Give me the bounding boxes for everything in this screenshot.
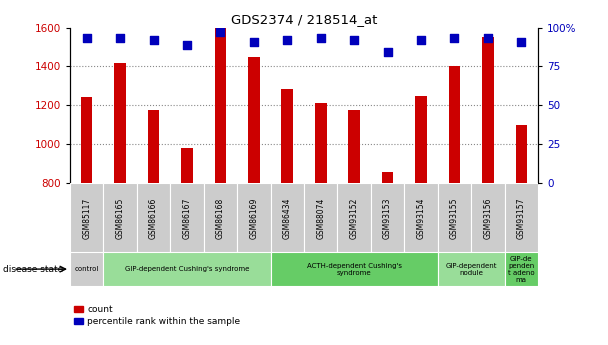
Text: GIP-dependent Cushing's syndrome: GIP-dependent Cushing's syndrome — [125, 266, 249, 272]
Bar — [170, 183, 204, 252]
Bar — [315, 103, 326, 183]
Bar — [137, 183, 170, 252]
Point — [182, 42, 192, 47]
Legend: count, percentile rank within the sample: count, percentile rank within the sample — [74, 305, 240, 326]
Text: GSM86168: GSM86168 — [216, 198, 225, 239]
Point — [517, 39, 527, 44]
Bar — [271, 252, 438, 286]
Bar — [438, 252, 505, 286]
Text: GSM86434: GSM86434 — [283, 198, 292, 239]
Bar — [70, 183, 103, 252]
Text: GSM93157: GSM93157 — [517, 198, 526, 239]
Bar — [181, 148, 193, 183]
Text: GIP-de
penden
t adeno
ma: GIP-de penden t adeno ma — [508, 256, 534, 283]
Text: control: control — [74, 266, 99, 272]
Point — [282, 37, 292, 43]
Bar — [304, 183, 337, 252]
Bar — [449, 66, 460, 183]
Bar — [371, 183, 404, 252]
Point — [249, 39, 259, 44]
Bar — [415, 97, 427, 183]
Text: GIP-dependent
nodule: GIP-dependent nodule — [446, 263, 497, 276]
Bar — [204, 183, 237, 252]
Point — [483, 36, 493, 41]
Bar — [482, 37, 494, 183]
Bar — [114, 62, 126, 183]
Text: GSM86166: GSM86166 — [149, 198, 158, 239]
Bar — [404, 183, 438, 252]
Bar — [471, 183, 505, 252]
Bar — [337, 183, 371, 252]
Point — [148, 37, 158, 43]
Bar — [81, 97, 92, 183]
Text: ACTH-dependent Cushing's
syndrome: ACTH-dependent Cushing's syndrome — [306, 263, 402, 276]
Bar — [70, 252, 103, 286]
Text: GSM93152: GSM93152 — [350, 198, 359, 239]
Text: GSM93153: GSM93153 — [383, 198, 392, 239]
Text: GSM93156: GSM93156 — [483, 198, 492, 239]
Bar — [148, 110, 159, 183]
Bar — [438, 183, 471, 252]
Point — [449, 36, 460, 41]
Point — [215, 29, 225, 35]
Point — [349, 37, 359, 43]
Text: disease state: disease state — [3, 265, 63, 274]
Bar — [382, 172, 393, 183]
Bar — [348, 110, 360, 183]
Bar — [516, 125, 527, 183]
Point — [316, 36, 326, 41]
Text: GSM88074: GSM88074 — [316, 198, 325, 239]
Bar — [103, 183, 137, 252]
Bar — [282, 89, 293, 183]
Bar — [248, 57, 260, 183]
Bar — [505, 252, 538, 286]
Bar — [271, 183, 304, 252]
Text: GSM86165: GSM86165 — [116, 198, 125, 239]
Text: GSM85117: GSM85117 — [82, 198, 91, 239]
Bar — [215, 28, 226, 183]
Bar — [103, 252, 271, 286]
Point — [416, 37, 426, 43]
Point — [81, 36, 91, 41]
Point — [383, 50, 393, 55]
Title: GDS2374 / 218514_at: GDS2374 / 218514_at — [231, 13, 377, 27]
Text: GSM86169: GSM86169 — [249, 198, 258, 239]
Point — [115, 36, 125, 41]
Text: GSM93155: GSM93155 — [450, 198, 459, 239]
Bar — [505, 183, 538, 252]
Bar — [237, 183, 271, 252]
Text: GSM86167: GSM86167 — [182, 198, 192, 239]
Text: GSM93154: GSM93154 — [416, 198, 426, 239]
